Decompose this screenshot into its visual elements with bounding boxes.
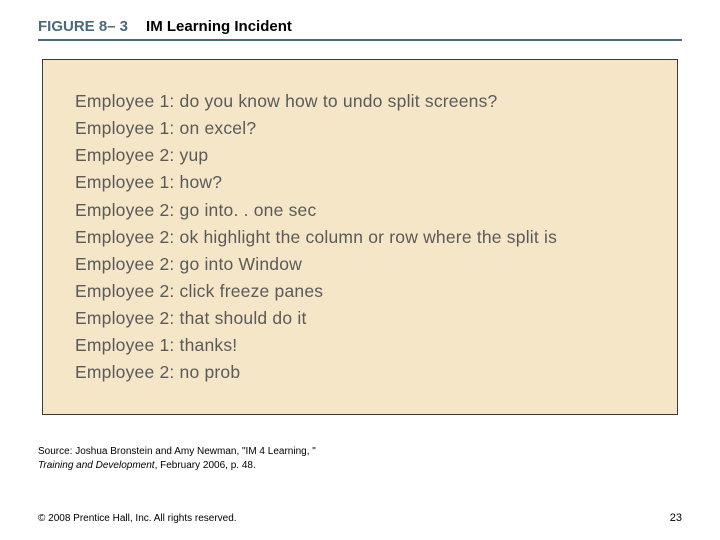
chat-speaker: Employee 2 bbox=[75, 308, 169, 328]
chat-text: ok highlight the column or row where the… bbox=[180, 227, 557, 247]
chat-line: Employee 1: how? bbox=[75, 169, 645, 196]
chat-speaker: Employee 1 bbox=[75, 335, 169, 355]
chat-line: Employee 1: do you know how to undo spli… bbox=[75, 88, 645, 115]
chat-speaker: Employee 1 bbox=[75, 118, 169, 138]
chat-speaker: Employee 2 bbox=[75, 200, 169, 220]
chat-speaker: Employee 2 bbox=[75, 227, 169, 247]
slide-footer: © 2008 Prentice Hall, Inc. All rights re… bbox=[38, 512, 682, 524]
chat-text: on excel? bbox=[180, 118, 257, 138]
page-number: 23 bbox=[670, 512, 682, 524]
chat-speaker: Employee 1 bbox=[75, 91, 169, 111]
chat-text: thanks! bbox=[180, 335, 238, 355]
chat-speaker: Employee 2 bbox=[75, 281, 169, 301]
chat-panel: Employee 1: do you know how to undo spli… bbox=[42, 59, 678, 415]
chat-text: do you know how to undo split screens? bbox=[180, 91, 498, 111]
chat-line: Employee 2: no prob bbox=[75, 359, 645, 386]
chat-speaker: Employee 1 bbox=[75, 172, 169, 192]
figure-header: FIGURE 8– 3 IM Learning Incident bbox=[38, 18, 682, 41]
source-citation: Source: Joshua Bronstein and Amy Newman,… bbox=[38, 445, 682, 472]
chat-speaker: Employee 2 bbox=[75, 362, 169, 382]
source-prefix: Source: Joshua Bronstein and Amy Newman,… bbox=[38, 446, 316, 457]
source-suffix: , February 2006, p. 48. bbox=[155, 460, 256, 471]
chat-text: go into. . one sec bbox=[180, 200, 317, 220]
chat-line: Employee 2: ok highlight the column or r… bbox=[75, 224, 645, 251]
chat-text: that should do it bbox=[180, 308, 307, 328]
chat-text: yup bbox=[180, 145, 209, 165]
figure-label: FIGURE 8– 3 bbox=[38, 18, 128, 35]
chat-line: Employee 2: go into. . one sec bbox=[75, 197, 645, 224]
chat-line: Employee 1: thanks! bbox=[75, 332, 645, 359]
figure-title: IM Learning Incident bbox=[146, 18, 292, 35]
chat-text: no prob bbox=[180, 362, 241, 382]
chat-line: Employee 2: go into Window bbox=[75, 251, 645, 278]
chat-line: Employee 2: yup bbox=[75, 142, 645, 169]
copyright-text: © 2008 Prentice Hall, Inc. All rights re… bbox=[38, 513, 237, 524]
slide: FIGURE 8– 3 IM Learning Incident Employe… bbox=[0, 0, 720, 540]
chat-text: how? bbox=[180, 172, 223, 192]
chat-text: go into Window bbox=[180, 254, 302, 274]
chat-line: Employee 1: on excel? bbox=[75, 115, 645, 142]
chat-line: Employee 2: click freeze panes bbox=[75, 278, 645, 305]
chat-speaker: Employee 2 bbox=[75, 254, 169, 274]
chat-line: Employee 2: that should do it bbox=[75, 305, 645, 332]
chat-speaker: Employee 2 bbox=[75, 145, 169, 165]
source-publication: Training and Development bbox=[38, 460, 155, 471]
chat-text: click freeze panes bbox=[180, 281, 324, 301]
